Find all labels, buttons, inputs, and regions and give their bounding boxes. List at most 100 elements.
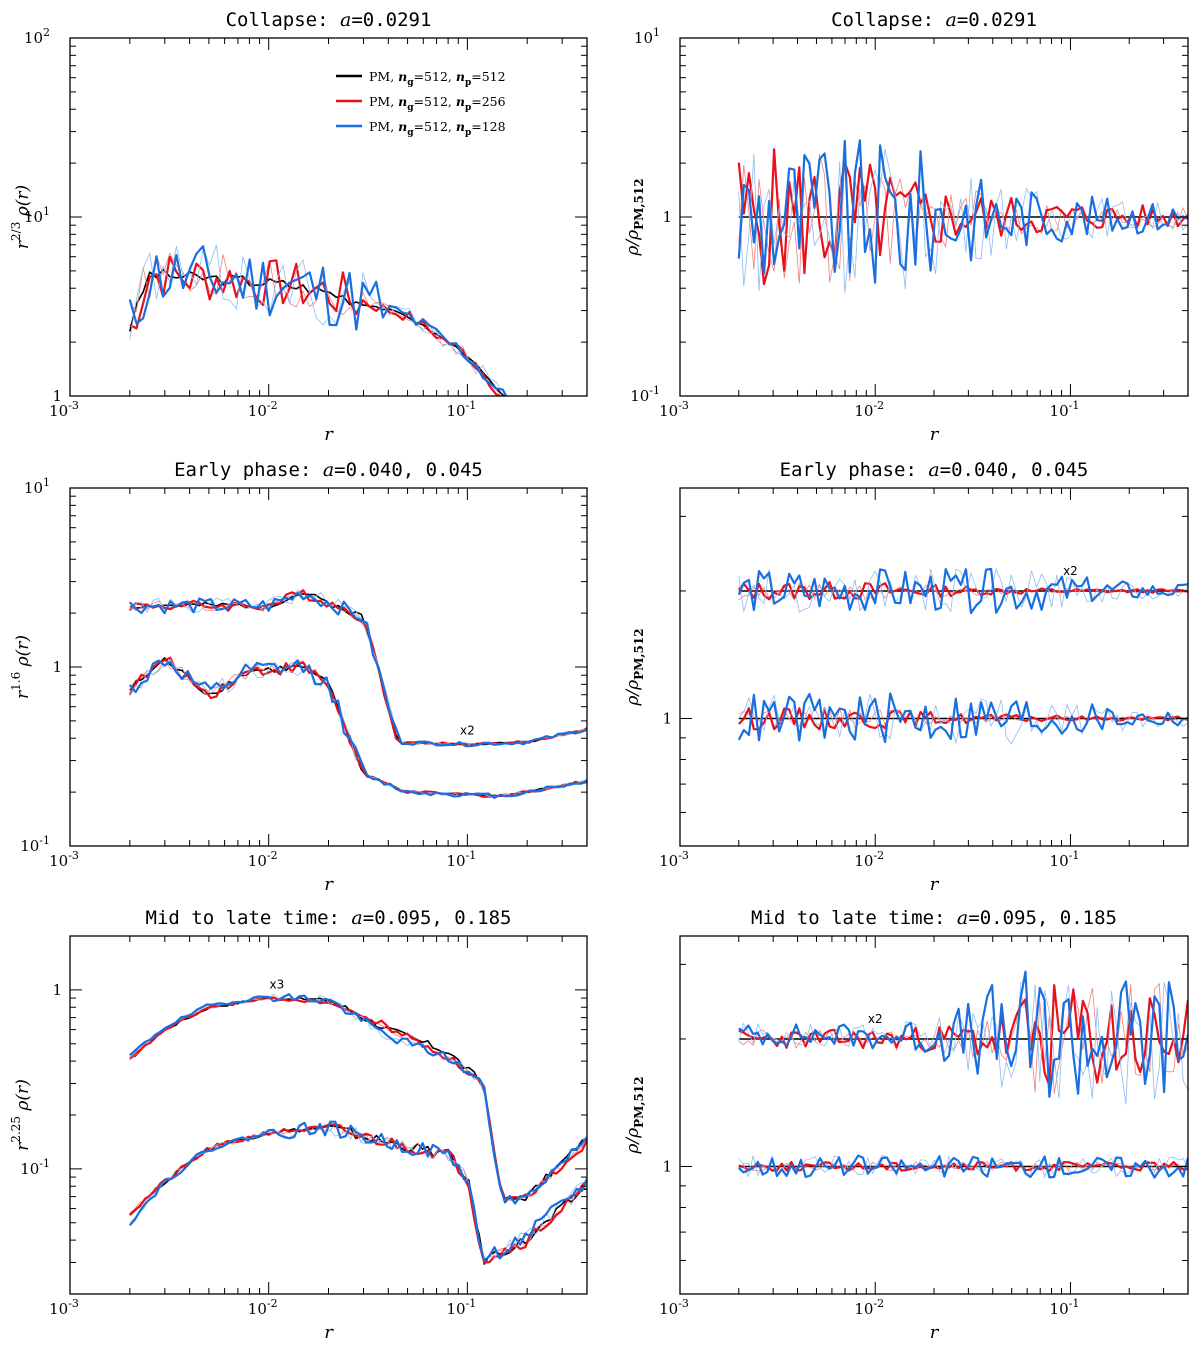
plot-frame <box>69 37 588 397</box>
series-line-black-0 <box>129 996 587 1204</box>
y-axis-label: ρ/ρPM,512 <box>623 178 646 256</box>
series-thin-blue-5 <box>738 693 1188 745</box>
y-tick-label: 1 <box>52 658 62 676</box>
series-thin-red-4 <box>129 658 587 798</box>
series-line-red-1 <box>129 255 503 396</box>
x-tick-label: 10-3 <box>659 399 689 420</box>
series-line-red-4 <box>738 707 1188 731</box>
plot-frame <box>679 935 1189 1295</box>
chart-title: Collapse: a=0.0291 <box>831 9 1037 31</box>
series-group <box>738 970 1188 1179</box>
y-tick-label: 1 <box>52 387 62 405</box>
annotation-label: x2 <box>868 1012 883 1026</box>
panel-p6: 10-3 10-2 10-1 1 Mid to late time: a=0.095, … <box>623 907 1189 1343</box>
series-thin-red-1 <box>129 252 502 396</box>
series-line-blue-5 <box>128 1120 587 1262</box>
plot-frame <box>679 487 1189 847</box>
y-axis-label: r2/3 ρ(r) <box>9 185 33 249</box>
series-group <box>737 567 1188 745</box>
panel-p4: 10-3 10-2 10-1 1 Early phase: a=0.040, 0.045… <box>623 459 1189 895</box>
legend-label: PM, ng=512, np=512 <box>369 69 506 88</box>
series-line-blue-2 <box>737 567 1188 615</box>
y-tick-label: 102 <box>24 26 50 47</box>
series-line-blue-5 <box>737 692 1188 744</box>
y-tick-label: 1 <box>52 981 62 999</box>
x-tick-label: 10-3 <box>659 1297 689 1318</box>
y-tick-label: 101 <box>634 26 660 47</box>
series-line-blue-2 <box>128 245 508 396</box>
y-axis-label: ρ/ρPM,512 <box>623 628 646 706</box>
x-tick-label: 10-2 <box>854 1297 884 1318</box>
series-line-blue-2 <box>737 139 1188 284</box>
plot-frame <box>69 487 588 847</box>
series-line-red-1 <box>129 996 587 1200</box>
series-thin-red-1 <box>129 997 587 1203</box>
x-tick-label: 10-2 <box>248 399 278 420</box>
series-line-blue-5 <box>738 1154 1188 1179</box>
x-tick-label: 10-1 <box>1050 399 1080 420</box>
x-axis-label: r <box>324 424 334 445</box>
y-tick-label: 101 <box>24 476 50 497</box>
series-group <box>128 244 508 396</box>
x-axis-label: r <box>930 1322 940 1343</box>
y-axis-label: r2.25 ρ(r) <box>9 1079 33 1151</box>
chart-title: Mid to late time: a=0.095, 0.185 <box>751 907 1117 929</box>
legend-label: PM, ng=512, np=256 <box>369 94 506 113</box>
x-tick-label: 10-1 <box>446 849 476 870</box>
panel-p2: 10-3 10-2 10-1 10-1 1 101 Collapse: a=0.0291 r ρ… <box>623 9 1189 445</box>
x-axis-label: r <box>324 1322 334 1343</box>
series-line-red-1 <box>737 581 1188 601</box>
y-tick-label: 10-1 <box>20 1157 50 1178</box>
series-thin-blue-2 <box>129 993 587 1202</box>
x-tick-label: 10-3 <box>659 849 689 870</box>
x-tick-label: 10-3 <box>49 1297 79 1318</box>
series-thin-blue-2 <box>738 567 1188 613</box>
chart-title: Mid to late time: a=0.095, 0.185 <box>146 907 512 929</box>
x-axis-label: r <box>930 874 940 895</box>
series-thin-blue-2 <box>738 148 1188 294</box>
series-line-black-3 <box>129 657 587 798</box>
legend-label: PM, ng=512, np=128 <box>369 119 506 138</box>
series-line-blue-2 <box>738 970 1188 1098</box>
series-thin-blue-5 <box>129 1122 587 1260</box>
x-tick-label: 10-2 <box>854 399 884 420</box>
x-tick-label: 10-2 <box>854 849 884 870</box>
annotation-label: x2 <box>1063 564 1078 578</box>
x-tick-label: 10-2 <box>248 1297 278 1318</box>
chart-title: Collapse: a=0.0291 <box>226 9 432 31</box>
legend: PM, ng=512, np=512 PM, ng=512, np=256 PM, … <box>336 69 506 138</box>
series-line-red-4 <box>128 656 587 798</box>
x-axis-label: r <box>930 424 940 445</box>
annotation-label: x3 <box>270 977 285 991</box>
y-tick-label: 10-1 <box>20 834 50 855</box>
y-tick-label: 10-1 <box>630 384 660 405</box>
annotation-label: x2 <box>460 723 475 737</box>
y-axis-label: ρ/ρPM,512 <box>623 1076 646 1154</box>
x-axis-label: r <box>324 874 334 895</box>
chart-title: Early phase: a=0.040, 0.045 <box>780 459 1089 481</box>
y-axis-label: r1.6 ρ(r) <box>9 635 33 699</box>
panel-p3: 10-3 10-2 10-1 10-1 1 101 Early phase: a=0.040… <box>9 459 588 895</box>
series-line-blue-5 <box>128 659 587 800</box>
series-thin-blue-2 <box>129 244 506 396</box>
x-tick-label: 10-3 <box>49 849 79 870</box>
x-tick-label: 10-1 <box>446 399 476 420</box>
chart-title: Early phase: a=0.040, 0.045 <box>174 459 483 481</box>
series-group <box>128 588 587 800</box>
series-thin-red-1 <box>738 153 1188 284</box>
y-tick-label: 1 <box>662 208 672 226</box>
series-group <box>737 139 1188 294</box>
x-tick-label: 10-1 <box>1050 849 1080 870</box>
series-line-blue-2 <box>128 591 587 748</box>
series-group <box>128 993 587 1265</box>
x-tick-label: 10-1 <box>1050 1297 1080 1318</box>
series-line-blue-2 <box>129 993 587 1205</box>
y-tick-label: 1 <box>662 1157 672 1175</box>
panel-p5: 10-3 10-2 10-1 10-1 1 Mid to late time: a=0.0… <box>9 907 588 1343</box>
y-tick-label: 1 <box>662 709 672 727</box>
x-tick-label: 10-1 <box>446 1297 476 1318</box>
series-thin-blue-5 <box>129 659 587 798</box>
series-line-black-0 <box>129 592 587 746</box>
